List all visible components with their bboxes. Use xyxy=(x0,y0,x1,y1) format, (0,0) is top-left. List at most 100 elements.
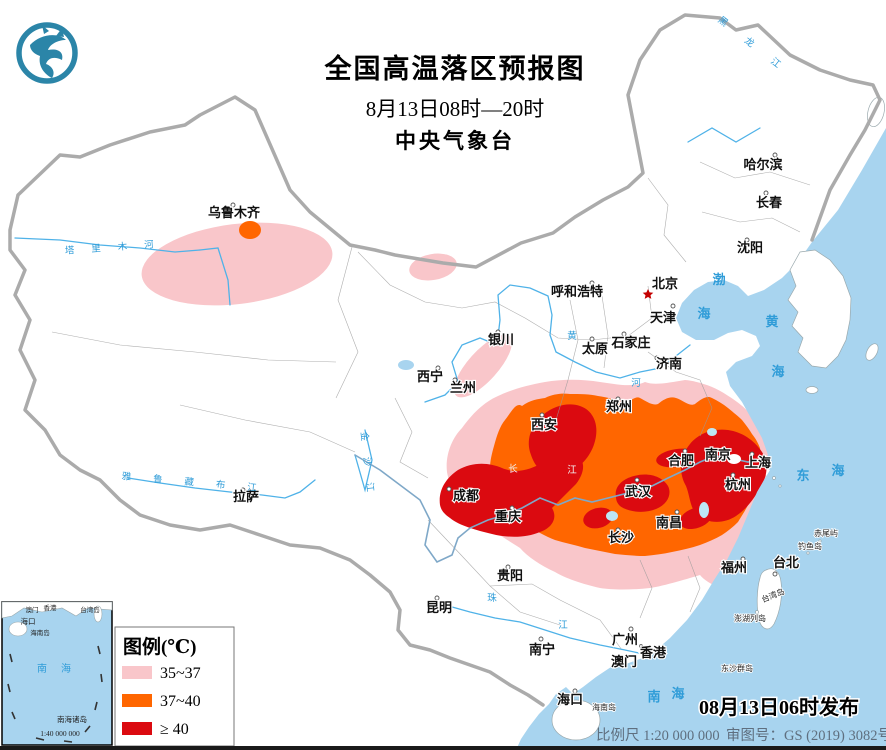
poyang-lake xyxy=(699,502,709,518)
legend-title: 图例(℃) xyxy=(123,635,196,658)
province-line xyxy=(639,559,653,619)
island-label-penghu: 澎湖列岛 xyxy=(734,613,766,623)
city-marker-nanning xyxy=(538,636,544,642)
yellow-river xyxy=(424,284,691,403)
taihu-lake xyxy=(727,454,741,464)
city-markers xyxy=(230,152,778,694)
island-label-hainan: 海南岛 xyxy=(592,702,616,712)
city-label-guangzhou: 广州 xyxy=(612,632,638,647)
city-label-shanghai: 上海 xyxy=(745,455,771,470)
inset-label-islands: 南海诸岛 xyxy=(57,714,87,724)
river-label-changjiang-2: 江 xyxy=(567,465,577,476)
sea-label-bohai-2: 海 xyxy=(697,306,710,321)
jinsha-river xyxy=(354,429,373,493)
islands-and-neighbors xyxy=(551,96,885,741)
hainan-island xyxy=(551,699,601,741)
inset-sea-label-1: 南 xyxy=(37,662,47,675)
map-scale: 比例尺 1:20 000 000 xyxy=(596,727,720,744)
sea-label-nanhai-2: 海 xyxy=(671,686,684,701)
city-marker-xian xyxy=(539,412,545,418)
songhua-river xyxy=(687,127,761,143)
sea-label-donghai-2: 海 xyxy=(831,463,844,478)
province-line xyxy=(179,404,356,453)
inset-hainan xyxy=(8,621,28,637)
river-label-huanghe-1: 黄 xyxy=(567,330,577,342)
city-label-haikou: 海口 xyxy=(557,692,583,707)
japan-island xyxy=(865,343,879,361)
inset-label-haikou: 海口 xyxy=(21,616,36,626)
bottom-frame-line xyxy=(0,746,886,750)
city-label-beijing: 北京 xyxy=(652,276,678,291)
island-label-diaoyu: 钓鱼岛 xyxy=(798,541,822,551)
city-label-hohhot: 呼和浩特 xyxy=(551,284,603,299)
chiwei-islet xyxy=(818,539,822,543)
inset-scale: 1:40 000 000 xyxy=(40,729,80,738)
map-footer: 08月13日06时发布 比例尺 1:20 000 000 审图号：GS (201… xyxy=(596,694,886,745)
legend-swatch-orange xyxy=(122,694,152,707)
inset-label-hongkong: 香港 xyxy=(44,603,58,612)
river-label-huanghe-2: 河 xyxy=(631,377,641,389)
national-border xyxy=(8,13,882,707)
lakes xyxy=(398,360,741,521)
city-label-kunming: 昆明 xyxy=(426,600,452,615)
penghu-islet xyxy=(755,610,759,614)
sea-label-bohai-1: 渤 xyxy=(712,272,725,287)
sea-label-nanhai-1: 南 xyxy=(647,689,660,704)
beijing-capital-star xyxy=(642,289,654,299)
city-label-macau: 澳门 xyxy=(611,654,637,669)
province-line xyxy=(701,211,801,233)
heat-zone-pink-lanzhou xyxy=(454,334,512,398)
province-line xyxy=(394,397,429,479)
city-marker-macau xyxy=(646,647,650,651)
jeju-island xyxy=(805,386,819,394)
city-label-shijiazhuang: 石家庄 xyxy=(610,335,650,350)
river-label-zhujiang-2: 江 xyxy=(558,620,568,631)
inset-sea-label-2: 海 xyxy=(61,662,71,675)
city-marker-fuzhou xyxy=(740,556,746,562)
qinghai-lake xyxy=(398,360,414,370)
province-line xyxy=(489,585,561,626)
city-label-harbin: 哈尔滨 xyxy=(743,157,782,172)
diaoyu-islet xyxy=(806,551,810,555)
sea-label-huanghai-2: 海 xyxy=(771,364,784,379)
city-label-jinan: 济南 xyxy=(656,356,682,371)
heat-zone-orange-urumqi xyxy=(239,221,261,239)
city-marker-lanzhou xyxy=(452,377,458,383)
city-marker-taipei xyxy=(772,571,778,577)
heat-zone-red-shaanxi xyxy=(528,404,597,476)
city-marker-chengdu xyxy=(446,486,452,492)
issue-time: 08月13日06时发布 xyxy=(699,695,859,719)
hongze-lake xyxy=(707,428,717,436)
agency-name: 中央气象台 xyxy=(395,129,515,153)
city-label-taiyuan: 太原 xyxy=(581,341,608,356)
city-marker-changchun xyxy=(763,190,769,196)
city-label-xining: 西宁 xyxy=(417,369,443,384)
sea-area xyxy=(516,128,886,750)
city-label-wuhan: 武汉 xyxy=(625,484,652,499)
heat-zone-red-hunan-north xyxy=(583,507,613,529)
city-label-fuzhou: 福州 xyxy=(720,560,747,575)
city-marker-yinchuan xyxy=(495,329,501,335)
province-line xyxy=(601,295,609,369)
heat-zone-red-jiangzhe xyxy=(681,429,767,522)
city-label-nanchang: 南昌 xyxy=(656,515,682,530)
cma-logo-horns xyxy=(42,25,64,37)
province-line xyxy=(647,177,687,263)
city-marker-hefei xyxy=(682,448,688,454)
yarlung-river xyxy=(127,477,316,499)
city-label-chongqing: 重庆 xyxy=(495,509,521,524)
city-marker-haikou xyxy=(572,688,578,694)
legend-swatch-red xyxy=(122,722,152,735)
tarim-branch xyxy=(199,247,231,306)
yangtze-river xyxy=(354,454,766,564)
zhoushan-islet-2 xyxy=(778,484,782,488)
inset-taiwan xyxy=(93,605,103,623)
city-marker-changsha xyxy=(615,527,621,533)
city-marker-guangzhou xyxy=(628,626,634,632)
river-label-zhujiang-1: 珠 xyxy=(487,592,497,604)
city-marker-shijiazhuang xyxy=(621,331,627,337)
city-marker-guiyang xyxy=(505,564,511,570)
city-marker-tianjin xyxy=(670,303,676,309)
city-label-hefei: 合肥 xyxy=(668,453,694,468)
